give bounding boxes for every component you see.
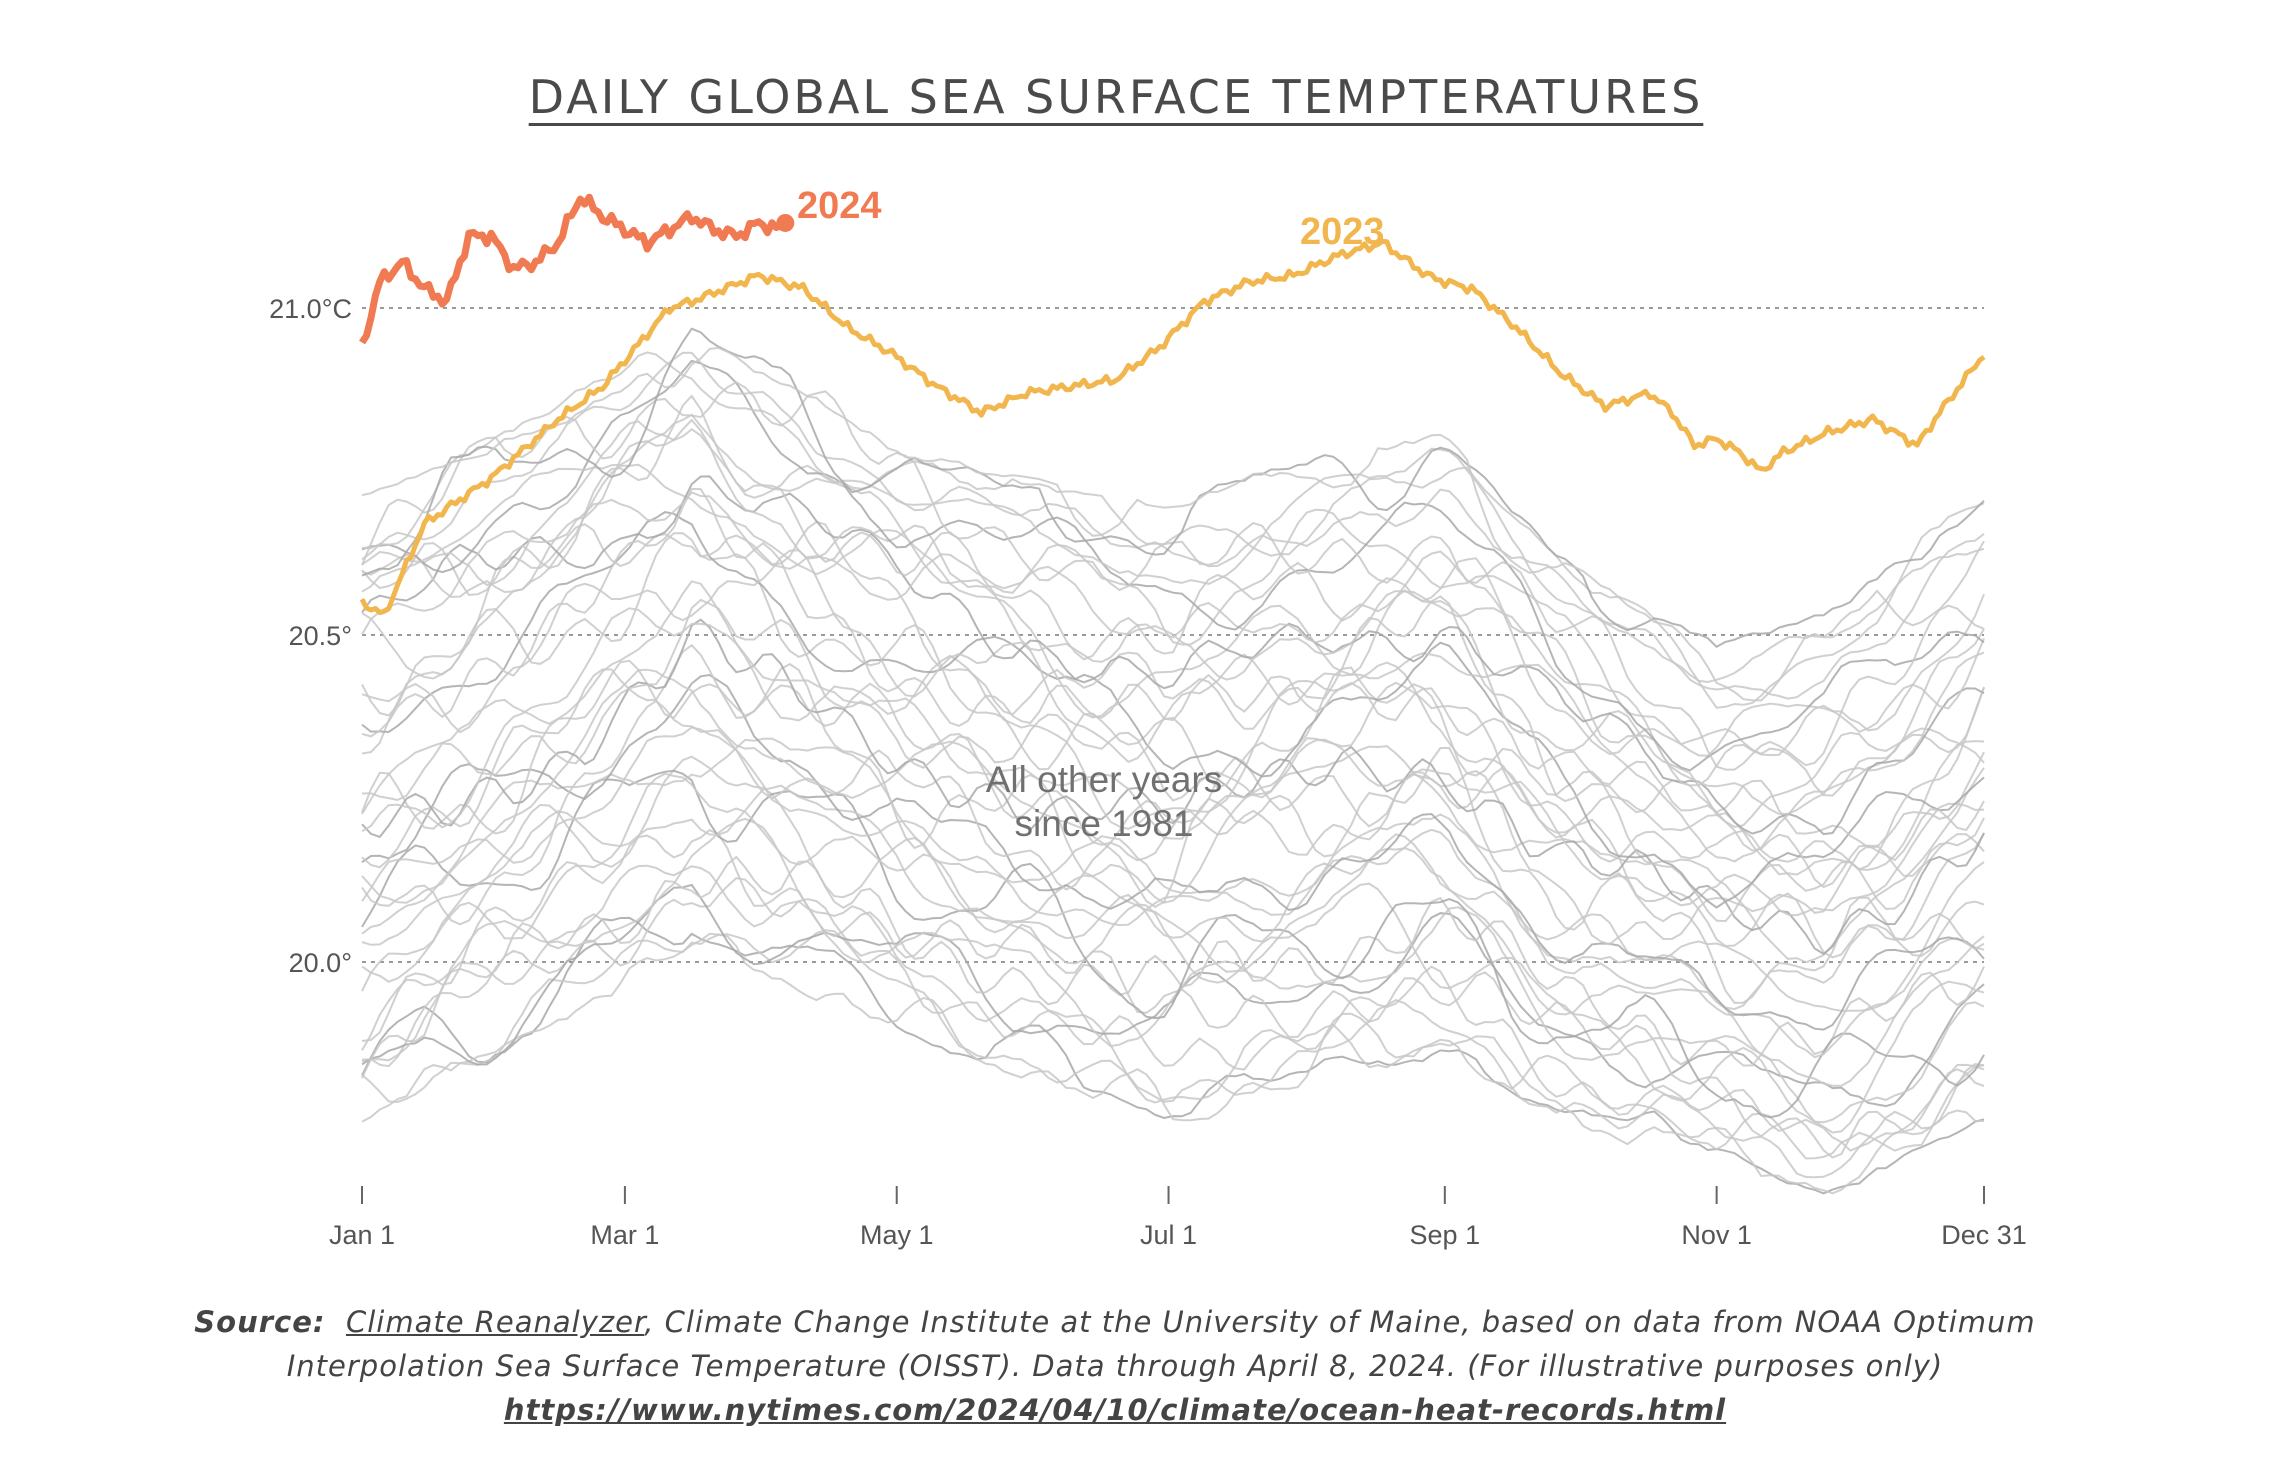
x-tick-label: Jul 1 <box>1140 1220 1197 1250</box>
other-year-line <box>361 418 1985 797</box>
other-year-line <box>361 351 1985 709</box>
series-line-2024 <box>359 193 787 345</box>
other-year-line <box>361 769 1985 1119</box>
series-2024-endpoint <box>776 213 795 232</box>
source-line-1: Source: Climate Reanalyzer, Climate Chan… <box>120 1300 2110 1344</box>
other-year-line <box>361 475 1985 836</box>
other-year-line <box>361 877 1985 1152</box>
other-year-line <box>361 755 1985 1124</box>
other-year-line <box>361 673 1985 1031</box>
other-year-line <box>361 580 1985 917</box>
other-year-line <box>361 817 1985 1134</box>
other-year-line <box>361 413 1985 684</box>
other-year-line <box>361 491 1985 815</box>
other-year-line <box>361 463 1985 863</box>
x-tick-label: Sep 1 <box>1410 1220 1481 1250</box>
source-label: Source: <box>194 1305 326 1339</box>
other-year-line <box>361 864 1985 1195</box>
y-tick-label: 20.5° <box>289 621 352 651</box>
y-tick-label: 21.0°C <box>269 294 352 324</box>
other-year-line <box>361 394 1985 787</box>
source-note: Source: Climate Reanalyzer, Climate Chan… <box>120 1300 2110 1432</box>
source-url-link[interactable]: https://www.nytimes.com/2024/04/10/clima… <box>503 1393 1727 1427</box>
other-years-lines <box>361 327 1985 1195</box>
highlight-series <box>359 193 1986 616</box>
other-year-line <box>361 359 1985 772</box>
other-years-annotation: since 1981 <box>1015 803 1194 844</box>
other-year-line <box>361 618 1985 956</box>
other-year-line <box>361 381 1985 771</box>
other-year-line <box>361 726 1985 1059</box>
x-tick-label: Dec 31 <box>1941 1220 2027 1250</box>
other-year-line <box>361 511 1985 909</box>
x-tick-label: Nov 1 <box>1681 1220 1752 1250</box>
other-year-line <box>361 327 1985 649</box>
x-tick-label: Jan 1 <box>329 1220 395 1250</box>
x-tick-label: May 1 <box>860 1220 934 1250</box>
other-year-line <box>361 351 1985 700</box>
x-tick-label: Mar 1 <box>590 1220 659 1250</box>
y-tick-label: 20.0° <box>289 948 352 978</box>
other-year-line <box>361 828 1985 1159</box>
other-year-line <box>361 737 1985 1012</box>
sea-surface-temperature-chart: Jan 1 Mar 1 May 1 Jul 1 Sep 1 Nov 1 Dec 31 21.… <box>269 185 2027 1250</box>
other-year-line <box>361 532 1985 923</box>
other-year-line <box>361 607 1985 876</box>
other-year-line <box>361 932 1985 1160</box>
other-years-annotation: All other years <box>986 759 1223 800</box>
other-year-line <box>361 520 1985 849</box>
other-year-line <box>361 668 1985 964</box>
other-year-line <box>361 598 1985 871</box>
other-year-line <box>361 929 1985 1179</box>
other-year-line <box>361 420 1985 757</box>
chart-labels: 21.0°C 20.5° 20.0° 2024 2023 All other yearss… <box>269 185 1384 978</box>
chart-title: DAILY GLOBAL SEA SURFACE TEMPTERATURES <box>528 70 1704 124</box>
other-year-line <box>361 346 1985 702</box>
other-year-line <box>361 784 1985 1087</box>
series-label-2024: 2024 <box>797 185 882 227</box>
other-year-line <box>361 916 1985 1195</box>
other-year-line <box>361 855 1985 1079</box>
other-year-line <box>361 699 1985 959</box>
series-label-2023: 2023 <box>1300 211 1385 253</box>
other-year-line <box>361 643 1985 948</box>
series-line-2023 <box>359 238 1986 616</box>
source-line-2: Interpolation Sea Surface Temperature (O… <box>286 1349 1944 1383</box>
x-axis: Jan 1 Mar 1 May 1 Jul 1 Sep 1 Nov 1 Dec 31 <box>329 1186 2027 1250</box>
source-line-1-text: , Climate Change Institute at the Univer… <box>644 1305 2036 1339</box>
source-link-climate-reanalyzer[interactable]: Climate Reanalyzer <box>345 1305 645 1339</box>
other-year-line <box>361 659 1985 1004</box>
